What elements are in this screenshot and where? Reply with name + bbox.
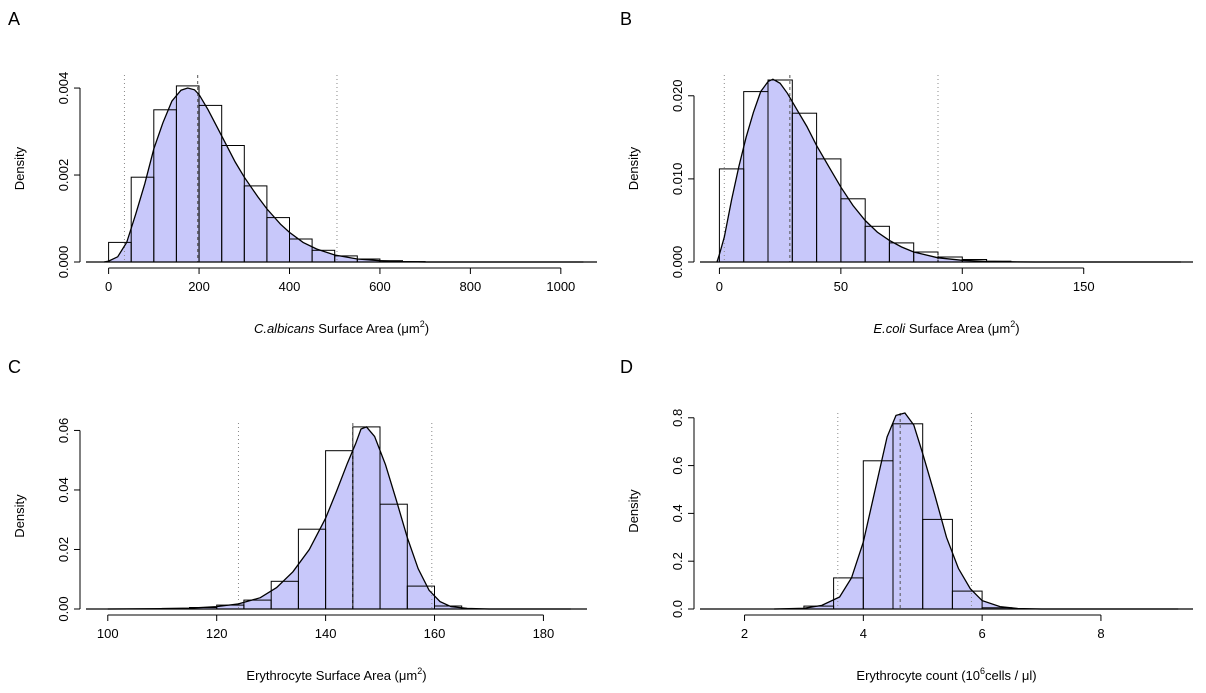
x-tick-label: 120: [206, 626, 228, 641]
x-tick-label: 4: [860, 626, 867, 641]
x-axis-title-part: Surface Area (μm: [905, 321, 1010, 336]
y-tick-label: 0.000: [670, 246, 685, 279]
x-axis-title-part: ): [1015, 321, 1019, 336]
x-tick-label: 0: [105, 279, 112, 294]
y-tick-label: 0.002: [56, 159, 71, 192]
x-axis-title-part: 2: [420, 319, 425, 329]
x-tick-label: 8: [1097, 626, 1104, 641]
density-curve: [774, 412, 1179, 610]
x-tick-label: 150: [1073, 279, 1095, 294]
y-axis-title: Density: [626, 489, 641, 533]
panel-a: A 0 200 400 600 800 1000 0.000 0.002 0.004 Density…: [8, 9, 597, 336]
density-area: [104, 88, 584, 262]
x-axis-title-part: Surface Area (μm: [315, 321, 420, 336]
x-tick-label: 100: [97, 626, 119, 641]
y-tick-label: 0.02: [56, 537, 71, 562]
y-tick-label: 0.020: [670, 80, 685, 113]
panel-letter: D: [620, 357, 633, 377]
x-axis-title-part: Erythrocyte Surface Area (μm: [246, 668, 417, 683]
x-axis-title: Erythrocyte count (106cells / μl): [856, 666, 1036, 683]
x-tick-label: 2: [741, 626, 748, 641]
y-tick-label: 0.0: [670, 600, 685, 618]
panel-letter: B: [620, 9, 632, 29]
y-tick-label: 0.8: [670, 409, 685, 427]
x-axis-title: Erythrocyte Surface Area (μm2): [246, 666, 426, 683]
panel-letter: C: [8, 357, 21, 377]
x-tick-label: 0: [716, 279, 723, 294]
x-tick-label: 600: [369, 279, 391, 294]
x-axis-title-part: cells / μl): [985, 668, 1037, 683]
x-axis-title: E.coli Surface Area (μm2): [873, 319, 1019, 336]
density-area: [107, 426, 571, 609]
x-axis-title-part: ): [422, 668, 426, 683]
density-area: [717, 79, 1181, 262]
panel-d: D 2 4 6 8 0.0 0.2 0.4 0.6 0.8 Density Erythrocyte c…: [620, 357, 1193, 683]
y-axis-title: Density: [12, 494, 27, 538]
density-curve: [716, 78, 1181, 263]
x-axis-title-part: 2: [1010, 319, 1015, 329]
y-tick-label: 0.00: [56, 596, 71, 621]
x-axis-title-part: 2: [417, 666, 422, 676]
y-tick-label: 0.010: [670, 163, 685, 196]
x-tick-label: 160: [424, 626, 446, 641]
y-tick-label: 0.06: [56, 418, 71, 443]
x-tick-label: 1000: [546, 279, 575, 294]
panel-letter: A: [8, 9, 20, 29]
y-tick-label: 0.2: [670, 552, 685, 570]
y-tick-label: 0.4: [670, 504, 685, 522]
x-axis-title-part: E.coli: [873, 321, 906, 336]
x-tick-label: 50: [834, 279, 848, 294]
x-axis-title-part: Erythrocyte count (10: [856, 668, 980, 683]
x-axis-title-part: C.albicans: [254, 321, 315, 336]
x-tick-label: 140: [315, 626, 337, 641]
x-tick-label: 6: [979, 626, 986, 641]
x-axis-title-part: 6: [980, 666, 985, 676]
y-tick-label: 0.000: [56, 246, 71, 279]
x-tick-label: 400: [279, 279, 301, 294]
panel-b: B 0 50 100 150 0.000 0.010 0.020 Density E.coli S…: [620, 9, 1193, 336]
x-tick-label: 800: [460, 279, 482, 294]
y-axis-title: Density: [626, 146, 641, 190]
x-tick-label: 200: [188, 279, 210, 294]
density-curve: [103, 87, 584, 263]
density-area: [774, 413, 1179, 609]
density-curve: [107, 426, 571, 610]
y-tick-label: 0.6: [670, 457, 685, 475]
y-axis-title: Density: [12, 146, 27, 190]
y-tick-label: 0.04: [56, 477, 71, 502]
x-axis-title-part: ): [425, 321, 429, 336]
x-tick-label: 100: [951, 279, 973, 294]
y-tick-label: 0.004: [56, 72, 71, 105]
panel-c: C 100 120 140 160 180 0.00 0.02 0.04 0.06 Density E…: [8, 357, 587, 683]
x-axis-title: C.albicans Surface Area (μm2): [254, 319, 429, 336]
x-tick-label: 180: [533, 626, 555, 641]
